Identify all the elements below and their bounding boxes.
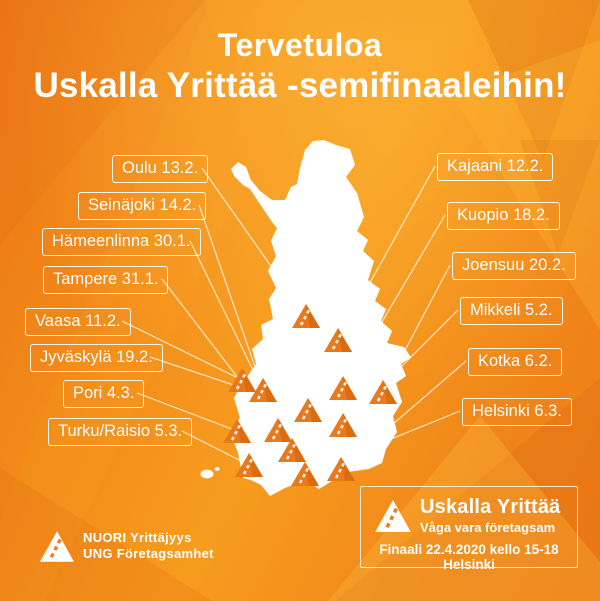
map-marker-triangle-icon-pori bbox=[221, 417, 253, 445]
city-label-joensuu: Joensuu 20.2. bbox=[452, 252, 576, 280]
city-label-helsinki: Helsinki 6.3. bbox=[462, 398, 572, 426]
city-label-kuopio: Kuopio 18.2. bbox=[447, 202, 560, 230]
footer-logo-line-1: NUORI Yrittäjyys bbox=[83, 530, 192, 545]
city-label-jyvaskyla: Jyväskylä 19.2. bbox=[30, 344, 163, 372]
map-marker-triangle-icon-jyvaskyla bbox=[292, 396, 324, 424]
map-marker-triangle-icon-helsinki bbox=[289, 460, 321, 488]
city-label-tampere: Tampere 31.1. bbox=[43, 266, 169, 294]
title-line-2: Uskalla Yrittää -semifinaaleihin! bbox=[33, 66, 567, 106]
city-label-pori: Pori 4.3. bbox=[63, 380, 145, 408]
city-label-oulu: Oulu 13.2. bbox=[112, 155, 209, 183]
map-marker-triangle-icon-tampere bbox=[262, 416, 294, 444]
nuori-yrittajyys-triangle-icon bbox=[40, 530, 74, 562]
final-info-box: Uskalla Yrittää Våga vara företagsam Fin… bbox=[360, 486, 578, 572]
map-marker-triangle-icon-mikkeli bbox=[327, 411, 359, 439]
city-label-vaasa: Vaasa 11.2. bbox=[25, 308, 131, 336]
city-label-kajaani: Kajaani 12.2. bbox=[437, 153, 554, 181]
footer-logo-line-2: UNG Företagsamhet bbox=[83, 546, 214, 561]
nuori-yrittajyys-logo: NUORI Yrittäjyys UNG Företagsamhet bbox=[40, 530, 214, 562]
city-label-seinajoki: Seinäjoki 14.2. bbox=[78, 192, 207, 220]
final-date-info: Finaali 22.4.2020 kello 15-18 Helsinki bbox=[379, 542, 559, 572]
map-marker-triangle-icon-kotka bbox=[325, 455, 357, 483]
map-marker-triangle-icon-turku bbox=[233, 451, 265, 479]
map-marker-triangle-icon-oulu bbox=[290, 302, 322, 330]
map-marker-triangle-icon-joensuu bbox=[367, 378, 399, 406]
map-marker-triangle-icon-kajaani bbox=[322, 326, 354, 354]
poster-title: Tervetuloa Uskalla Yrittää -semifinaalei… bbox=[0, 26, 600, 108]
city-label-hameenlinna: Hämeenlinna 30.1. bbox=[42, 228, 201, 256]
uskalla-yrittaa-triangle-icon bbox=[375, 499, 411, 532]
final-brand: Uskalla Yrittää bbox=[420, 496, 561, 518]
title-line-1: Tervetuloa bbox=[217, 27, 383, 63]
map-marker-triangle-icon-kuopio bbox=[327, 374, 359, 402]
city-label-kotka: Kotka 6.2. bbox=[468, 348, 563, 376]
final-tagline: Våga vara företagsam bbox=[420, 520, 556, 535]
city-label-turku-raisio: Turku/Raisio 5.3. bbox=[48, 418, 193, 446]
city-label-mikkeli: Mikkeli 5.2. bbox=[460, 297, 563, 325]
map-marker-triangle-icon-vaasa bbox=[226, 366, 258, 394]
